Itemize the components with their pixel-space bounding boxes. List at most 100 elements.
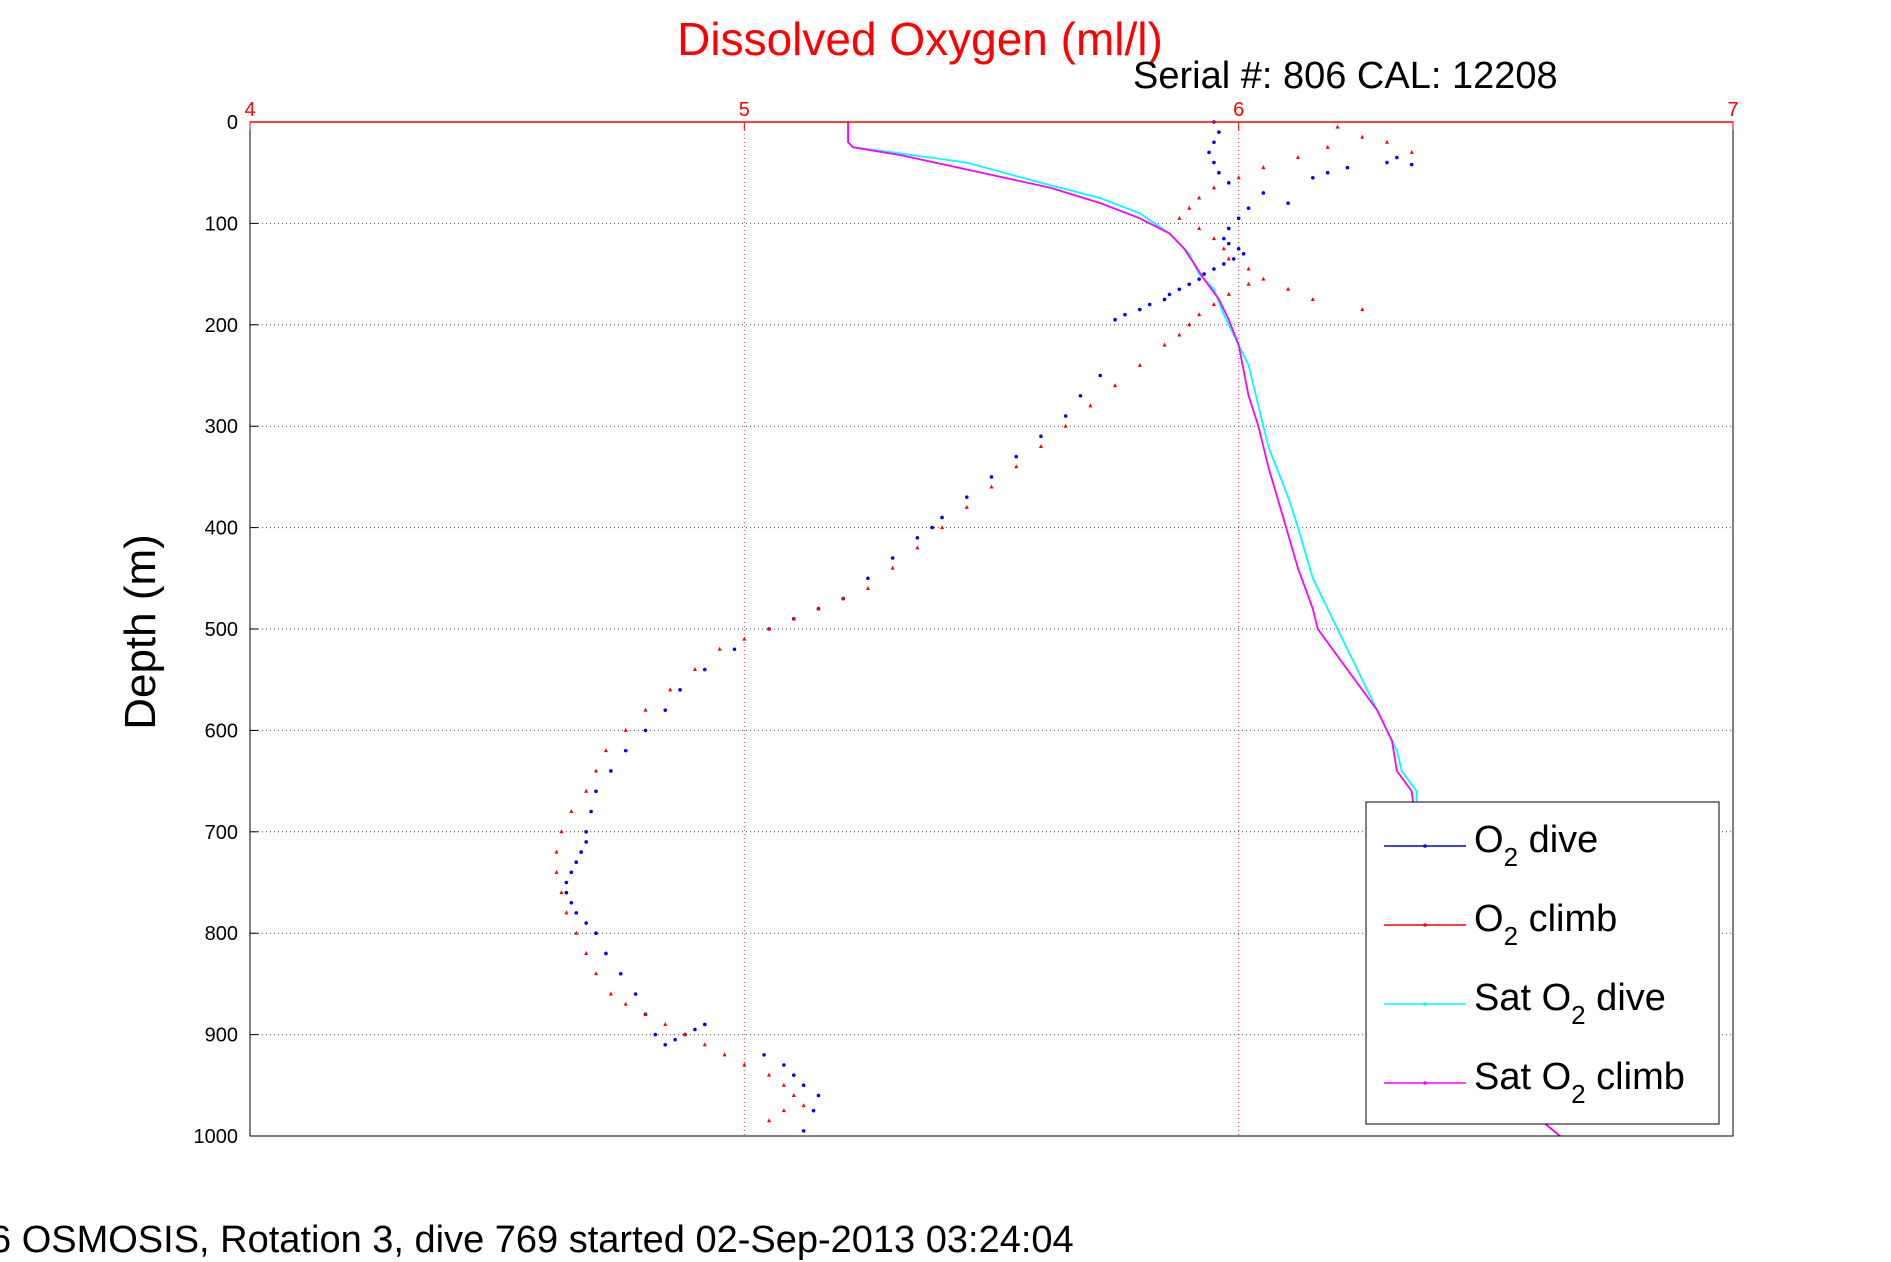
data-point-o2_climb: [1177, 332, 1182, 337]
data-point-o2_dive: [1241, 252, 1246, 256]
y-tick-label: 800: [205, 923, 238, 945]
data-point-o2_climb: [1286, 286, 1291, 291]
data-point-o2_climb: [1197, 195, 1202, 200]
data-point-o2_dive: [1217, 170, 1221, 175]
data-point-o2_climb: [841, 596, 846, 601]
data-point-o2_climb: [623, 727, 628, 732]
data-point-o2_dive: [1226, 181, 1231, 185]
y-tick-label: 300: [205, 416, 238, 438]
data-point-o2_climb: [1211, 185, 1216, 190]
data-point-o2_climb: [1187, 322, 1192, 327]
data-point-o2_climb: [816, 606, 821, 611]
data-point-o2_dive: [1226, 226, 1231, 231]
y-tick-label: 0: [227, 112, 238, 134]
data-point-o2_dive: [1231, 257, 1236, 261]
footer-caption: 6 OSMOSIS, Rotation 3, dive 769 started …: [0, 1219, 1074, 1261]
data-point-o2_climb: [1211, 302, 1216, 307]
legend-label-o2_dive: O2 dive: [1474, 819, 1598, 872]
data-point-o2_climb: [1236, 175, 1241, 180]
data-point-o2_dive: [589, 809, 593, 814]
data-point-o2_dive: [1212, 140, 1216, 145]
data-point-o2_climb: [1137, 362, 1142, 367]
data-point-o2_climb: [692, 667, 697, 672]
data-point-o2_climb: [683, 1032, 688, 1037]
legend-label-sat_climb: Sat O2 climb: [1474, 1056, 1685, 1109]
data-point-o2_climb: [767, 626, 772, 631]
data-point-o2_climb: [1197, 225, 1202, 230]
data-point-o2_dive: [1409, 162, 1414, 167]
data-point-o2_climb: [1162, 342, 1167, 347]
data-point-o2_climb: [643, 1011, 648, 1016]
data-point-o2_climb: [791, 616, 796, 621]
legend-marker-sat_climb: [1423, 1081, 1427, 1085]
chart-subtitle: Serial #: 806 CAL: 12208: [1133, 55, 1558, 97]
data-point-o2_climb: [643, 707, 648, 712]
data-point-o2_dive: [579, 850, 584, 854]
data-point-o2_dive: [1217, 130, 1221, 134]
data-point-o2_dive: [594, 931, 598, 935]
data-point-o2_dive: [574, 911, 579, 915]
data-point-o2_dive: [1395, 155, 1399, 160]
y-axis-label: Depth (m): [116, 534, 165, 730]
data-point-o2_dive: [653, 1032, 658, 1037]
data-point-o2_climb: [1088, 403, 1093, 408]
series-o2_dive: [564, 120, 1414, 1133]
y-tick-label: 700: [205, 822, 238, 844]
data-point-o2_dive: [1197, 277, 1201, 281]
data-point-o2_dive: [693, 1027, 697, 1032]
data-point-o2_dive: [1138, 307, 1142, 312]
data-point-o2_dive: [1177, 287, 1182, 292]
data-point-o2_climb: [554, 849, 559, 854]
data-point-o2_dive: [633, 992, 638, 996]
data-point-o2_climb: [663, 1021, 668, 1026]
data-point-o2_climb: [781, 1108, 786, 1113]
data-point-o2_dive: [989, 475, 994, 479]
data-point-o2_dive: [762, 1053, 766, 1057]
data-point-o2_climb: [791, 1092, 796, 1097]
data-point-o2_climb: [574, 930, 579, 935]
data-point-o2_climb: [623, 1001, 628, 1006]
data-point-o2_dive: [1113, 317, 1117, 322]
data-point-o2_climb: [603, 748, 608, 753]
y-tick-label: 500: [205, 619, 238, 641]
data-point-o2_dive: [801, 1083, 806, 1088]
data-point-o2_dive: [594, 789, 598, 794]
data-point-o2_climb: [1187, 205, 1192, 210]
data-point-o2_climb: [594, 971, 599, 976]
data-point-o2_dive: [1039, 434, 1043, 439]
data-point-o2_climb: [584, 788, 589, 793]
data-point-o2_climb: [584, 950, 589, 955]
data-point-o2_climb: [1360, 134, 1365, 139]
data-point-o2_climb: [915, 545, 920, 550]
data-point-o2_dive: [1162, 297, 1167, 302]
data-point-o2_climb: [781, 1082, 786, 1087]
data-point-o2_climb: [1226, 256, 1231, 261]
data-point-o2_climb: [1246, 266, 1251, 271]
data-point-o2_dive: [569, 870, 574, 875]
legend-label-sat_dive: Sat O2 dive: [1474, 977, 1666, 1030]
data-point-o2_dive: [1202, 272, 1206, 276]
data-point-o2_dive: [1311, 175, 1315, 180]
legend-marker-o2_climb: [1423, 923, 1427, 927]
data-point-o2_dive: [964, 495, 969, 499]
data-point-o2_dive: [1123, 312, 1127, 317]
data-point-o2_dive: [801, 1129, 806, 1133]
y-tick-label: 100: [205, 213, 238, 235]
x-tick-label: 7: [1727, 99, 1738, 121]
data-point-o2_dive: [791, 1073, 796, 1077]
data-point-o2_climb: [1177, 215, 1182, 220]
data-point-o2_climb: [1211, 236, 1216, 241]
data-point-o2_climb: [722, 1052, 727, 1057]
data-point-o2_dive: [643, 728, 648, 733]
data-point-o2_climb: [742, 1062, 747, 1067]
data-point-o2_climb: [559, 890, 564, 895]
data-point-o2_dive: [816, 1093, 821, 1098]
y-tick-label: 400: [205, 518, 238, 540]
data-point-o2_climb: [1261, 165, 1266, 170]
x-tick-label: 6: [1233, 99, 1244, 121]
legend-box: [1365, 801, 1720, 1125]
data-point-o2_dive: [1286, 201, 1290, 205]
data-point-o2_dive: [1226, 241, 1231, 246]
data-point-o2_dive: [678, 688, 682, 692]
